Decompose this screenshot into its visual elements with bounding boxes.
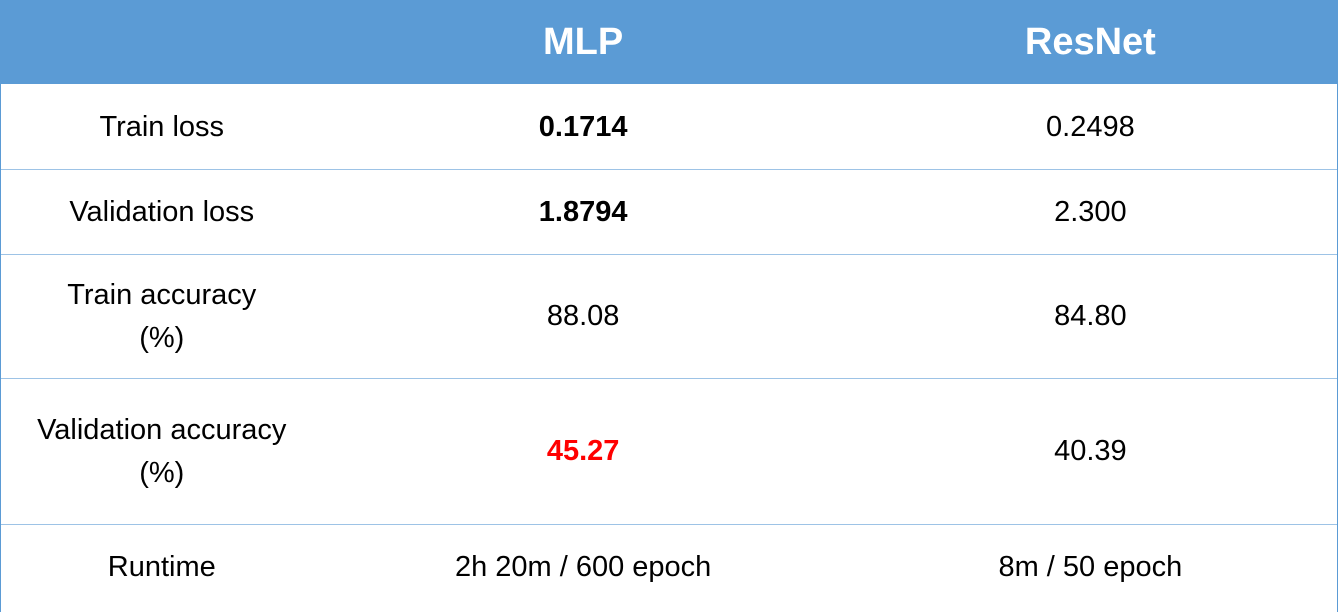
metric-label-line: Validation loss <box>69 195 255 228</box>
table-row-runtime: Runtime 2h 20m / 600 epoch 8m / 50 epoch <box>1 525 1337 610</box>
mlp-value: 0.1714 <box>538 111 628 143</box>
metric-label-line: Validation accuracy <box>37 413 287 446</box>
resnet-value: 8m / 50 epoch <box>998 551 1183 583</box>
header-resnet: ResNet <box>1024 20 1156 63</box>
metric-label-line: Train loss <box>99 111 225 143</box>
metric-label: Runtime <box>1 525 323 610</box>
metric-label-line: Train accuracy <box>67 278 257 311</box>
header-empty-cell <box>1 0 323 84</box>
metric-label: Train accuracy (%) <box>1 255 323 378</box>
metric-label-unit: (%) <box>139 456 185 489</box>
metric-label-unit: (%) <box>139 321 185 354</box>
table-header-row: MLP ResNet <box>1 0 1337 86</box>
metric-label: Train loss <box>1 86 323 169</box>
mlp-value-highlighted: 45.27 <box>546 435 620 467</box>
metric-label: Validation loss <box>1 170 323 254</box>
resnet-value: 2.300 <box>1054 195 1127 228</box>
mlp-value: 88.08 <box>546 300 620 332</box>
resnet-value: 0.2498 <box>1046 111 1135 143</box>
header-mlp: MLP <box>543 20 624 63</box>
resnet-value: 40.39 <box>1054 435 1127 467</box>
mlp-value: 2h 20m / 600 epoch <box>454 551 712 583</box>
metric-label-line: Runtime <box>107 551 216 583</box>
table-row-validation-accuracy: Validation accuracy (%) 45.27 40.39 <box>1 379 1337 525</box>
table-row-train-accuracy: Train accuracy (%) 88.08 84.80 <box>1 255 1337 379</box>
resnet-value: 84.80 <box>1054 300 1127 332</box>
table-row-validation-loss: Validation loss 1.8794 2.300 <box>1 170 1337 255</box>
metric-label: Validation accuracy (%) <box>1 379 323 524</box>
table-row-train-loss: Train loss 0.1714 0.2498 <box>1 86 1337 170</box>
mlp-value: 1.8794 <box>538 195 628 228</box>
